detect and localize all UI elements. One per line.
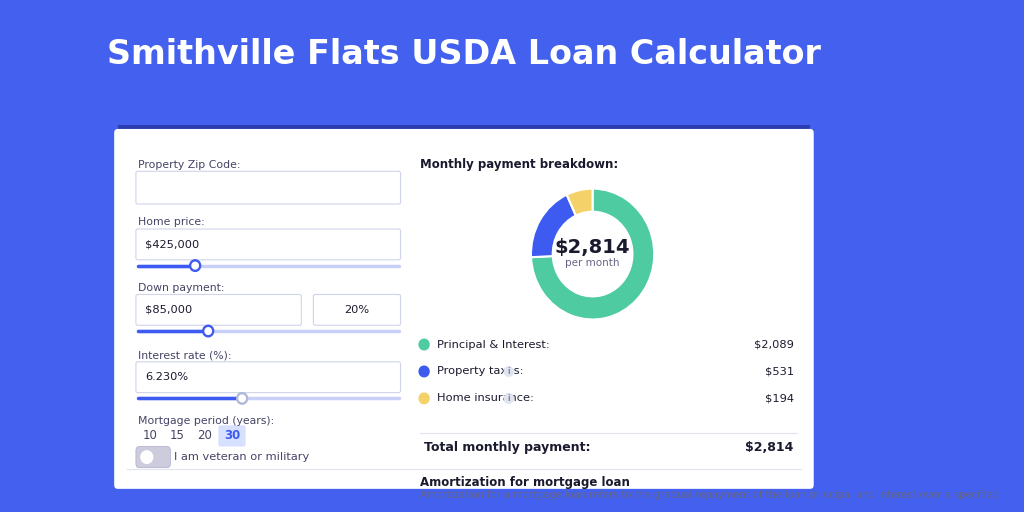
- Text: $2,089: $2,089: [754, 339, 794, 350]
- FancyBboxPatch shape: [114, 129, 814, 489]
- Text: Home price:: Home price:: [138, 218, 205, 227]
- Text: Mortgage period (years):: Mortgage period (years):: [138, 416, 274, 425]
- Text: Principal & Interest:: Principal & Interest:: [437, 339, 550, 350]
- Text: i: i: [508, 367, 510, 376]
- Wedge shape: [531, 195, 575, 257]
- Circle shape: [419, 366, 429, 377]
- Text: Smithville Flats USDA Loan Calculator: Smithville Flats USDA Loan Calculator: [108, 38, 821, 71]
- Text: Down payment:: Down payment:: [138, 283, 224, 293]
- Text: 6.230%: 6.230%: [145, 372, 188, 382]
- Circle shape: [237, 393, 248, 404]
- FancyBboxPatch shape: [136, 229, 400, 260]
- Circle shape: [191, 262, 199, 269]
- Circle shape: [504, 367, 513, 376]
- FancyBboxPatch shape: [136, 172, 400, 204]
- Wedge shape: [566, 188, 593, 216]
- Text: 20%: 20%: [344, 305, 370, 315]
- FancyBboxPatch shape: [0, 0, 928, 493]
- Circle shape: [205, 328, 211, 334]
- Text: 15: 15: [170, 430, 185, 442]
- Text: I am veteran or military: I am veteran or military: [174, 452, 309, 462]
- Text: Interest rate (%):: Interest rate (%):: [138, 350, 231, 360]
- FancyBboxPatch shape: [136, 362, 400, 393]
- Circle shape: [419, 339, 429, 350]
- FancyBboxPatch shape: [118, 125, 810, 133]
- Circle shape: [189, 260, 201, 271]
- Text: $531: $531: [765, 367, 794, 376]
- Text: $85,000: $85,000: [145, 305, 193, 315]
- FancyBboxPatch shape: [136, 294, 301, 325]
- Text: 30: 30: [224, 430, 240, 442]
- Text: Amortization for mortgage loan: Amortization for mortgage loan: [420, 476, 630, 489]
- Circle shape: [504, 394, 513, 403]
- Text: Total monthly payment:: Total monthly payment:: [424, 441, 591, 454]
- FancyBboxPatch shape: [218, 425, 246, 446]
- FancyBboxPatch shape: [136, 446, 170, 467]
- Circle shape: [554, 212, 632, 295]
- Text: Property taxes:: Property taxes:: [437, 367, 523, 376]
- Text: $2,814: $2,814: [745, 441, 794, 454]
- FancyBboxPatch shape: [313, 294, 400, 325]
- FancyBboxPatch shape: [120, 135, 808, 483]
- Text: per month: per month: [565, 258, 620, 268]
- Text: $425,000: $425,000: [145, 240, 200, 249]
- Wedge shape: [531, 188, 654, 319]
- Circle shape: [419, 393, 429, 403]
- Circle shape: [239, 395, 246, 402]
- Circle shape: [141, 451, 153, 463]
- Text: Amortization for a mortgage loan refers to the gradual repayment of the loan pri: Amortization for a mortgage loan refers …: [420, 490, 998, 500]
- Text: Property Zip Code:: Property Zip Code:: [138, 160, 241, 170]
- Text: Home insurance:: Home insurance:: [437, 393, 534, 403]
- Text: Monthly payment breakdown:: Monthly payment breakdown:: [420, 158, 617, 171]
- Circle shape: [203, 325, 214, 337]
- FancyBboxPatch shape: [119, 134, 809, 484]
- Text: 10: 10: [143, 430, 158, 442]
- Text: 20: 20: [198, 430, 212, 442]
- Text: $194: $194: [765, 393, 794, 403]
- Text: $2,814: $2,814: [555, 238, 631, 257]
- Text: i: i: [508, 394, 510, 403]
